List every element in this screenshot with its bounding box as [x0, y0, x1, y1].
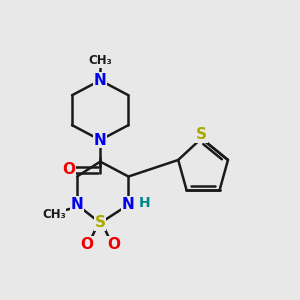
Text: N: N [70, 197, 83, 212]
Text: O: O [107, 237, 120, 252]
Text: S: S [95, 215, 106, 230]
Text: CH₃: CH₃ [88, 54, 112, 67]
Text: N: N [122, 197, 135, 212]
Text: O: O [80, 237, 94, 252]
Text: O: O [62, 162, 75, 177]
Text: N: N [94, 73, 106, 88]
Text: CH₃: CH₃ [42, 208, 66, 221]
Text: S: S [196, 127, 207, 142]
Text: H: H [139, 196, 151, 210]
Text: N: N [94, 133, 106, 148]
